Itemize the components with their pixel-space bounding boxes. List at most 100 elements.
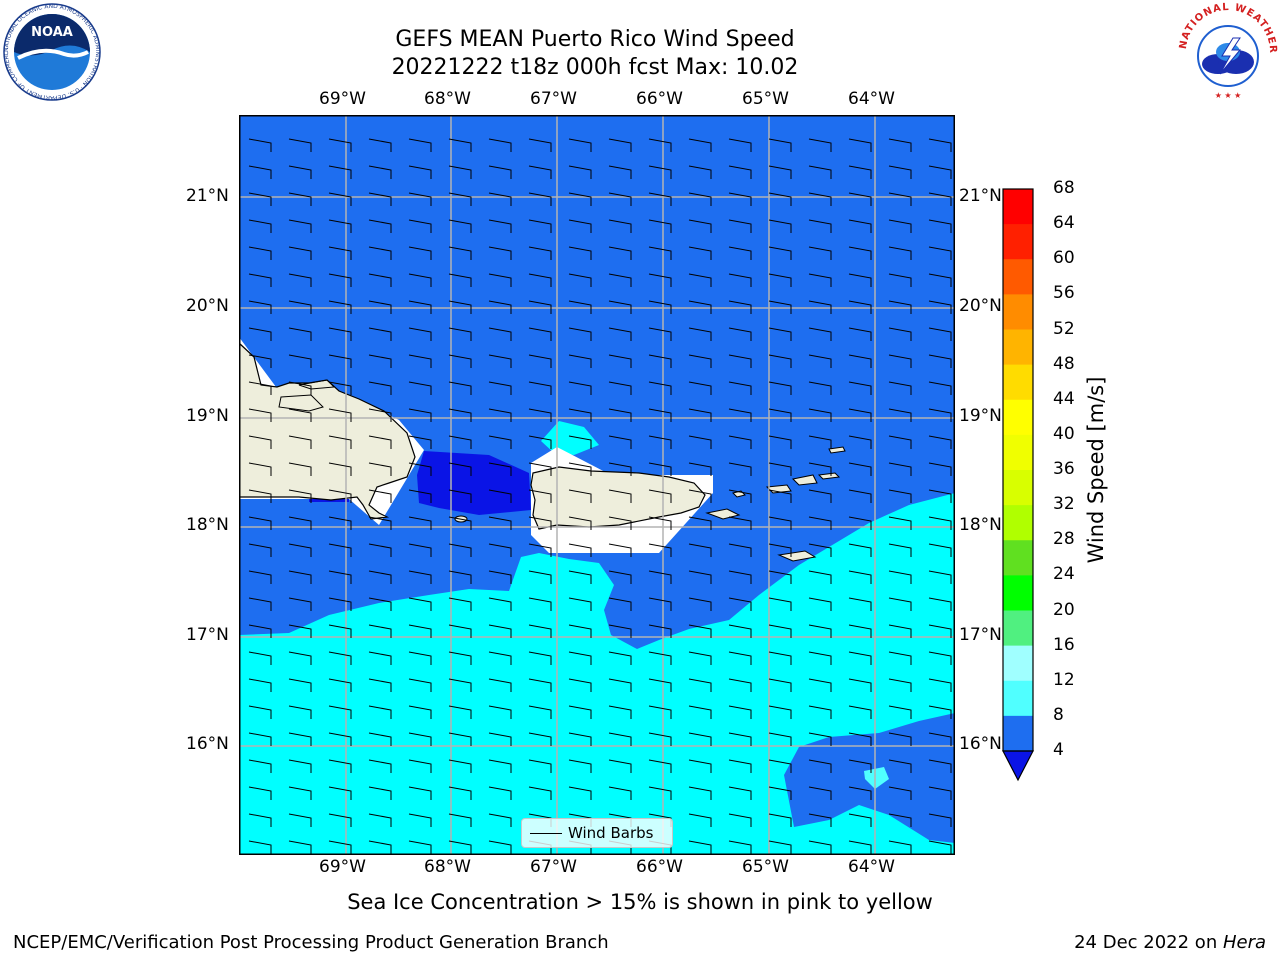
wind-barb: [568, 489, 592, 503]
wind-barb: [488, 678, 512, 692]
wind-barb: [528, 462, 552, 476]
wind-barb: [928, 597, 952, 611]
wind-barb: [448, 354, 472, 368]
wind-barb: [248, 678, 272, 692]
wind-barb: [808, 732, 832, 746]
wind-barb: [368, 354, 392, 368]
wind-barb: [928, 354, 952, 368]
wind-barb: [448, 219, 472, 233]
wind-barb: [448, 651, 472, 665]
wind-barb: [368, 246, 392, 260]
wind-barb: [248, 516, 272, 530]
map-title: GEFS MEAN Puerto Rico Wind Speed: [395, 27, 795, 52]
wind-barb: [768, 354, 792, 368]
wind-barb: [648, 489, 672, 503]
wind-barb: [928, 462, 952, 476]
wind-barb: [408, 165, 432, 179]
wind-barb: [408, 543, 432, 557]
colorbar-tick-label: 32: [1053, 494, 1075, 515]
wind-barb: [288, 651, 312, 665]
wind-barb: [368, 678, 392, 692]
wind-barb: [448, 543, 472, 557]
wind-barb: [448, 570, 472, 584]
wind-barb: [248, 624, 272, 638]
wind-speed-map: [239, 115, 955, 855]
wind-barb: [288, 840, 312, 854]
wind-barb: [928, 138, 952, 152]
wind-barb: [328, 543, 352, 557]
wind-barb: [848, 489, 872, 503]
wind-barb: [848, 408, 872, 422]
wind-barb: [328, 408, 352, 422]
wind-barb: [368, 705, 392, 719]
colorbar-tick-label: 8: [1053, 704, 1064, 725]
wind-barb: [768, 300, 792, 314]
wind-barb: [528, 624, 552, 638]
wind-barb: [448, 732, 472, 746]
wind-barb: [488, 219, 512, 233]
wind-barb: [728, 192, 752, 206]
lat-tick-label: 19°N: [959, 406, 1002, 426]
wind-barb: [328, 678, 352, 692]
wind-barb: [928, 813, 952, 827]
wind-barb: [608, 354, 632, 368]
wind-barb: [768, 543, 792, 557]
sea-ice-note: Sea Ice Concentration > 15% is shown in …: [347, 890, 933, 914]
wind-barb: [288, 273, 312, 287]
wind-barb: [688, 219, 712, 233]
wind-barb: [248, 813, 272, 827]
wind-barb: [688, 462, 712, 476]
colorbar-tick-label: 20: [1053, 599, 1075, 620]
wind-barb: [888, 489, 912, 503]
colorbar-segment: [1003, 575, 1033, 611]
hispaniola-land: [239, 342, 416, 520]
wind-barb: [728, 732, 752, 746]
wind-barb: [288, 489, 312, 503]
wind-barb: [848, 543, 872, 557]
graticule: [239, 115, 955, 855]
wind-barb: [288, 759, 312, 773]
wind-barb: [648, 273, 672, 287]
wind-barb: [248, 138, 272, 152]
wind-barb: [928, 516, 952, 530]
wind-barb: [288, 300, 312, 314]
lat-tick-label: 16°N: [186, 734, 229, 754]
wind-barb: [368, 435, 392, 449]
wind-barb: [728, 543, 752, 557]
wind-barb: [368, 300, 392, 314]
wind-barb: [448, 300, 472, 314]
wind-barb: [528, 651, 552, 665]
wind-barb: [728, 759, 752, 773]
wind-barb: [488, 759, 512, 773]
wind-barb: [248, 246, 272, 260]
wind-barb: [688, 705, 712, 719]
wind-barb: [248, 651, 272, 665]
wind-barb: [768, 813, 792, 827]
wind-barb: [728, 840, 752, 854]
wind-barb: [448, 678, 472, 692]
lat-tick-label: 21°N: [186, 186, 229, 206]
wind-barb: [528, 705, 552, 719]
wind-barb: [248, 435, 272, 449]
wind-barb: [848, 840, 872, 854]
colorbar-segment: [1003, 294, 1033, 330]
colorbar-tick-label: 28: [1053, 529, 1075, 550]
wind-barb: [248, 327, 272, 341]
lon-tick-label: 67°W: [530, 89, 577, 109]
wind-barb: [408, 435, 432, 449]
wind-barb: [928, 327, 952, 341]
wind-barb: [608, 192, 632, 206]
wind-barb: [368, 813, 392, 827]
wind-barb: [928, 624, 952, 638]
wind-barb: [648, 435, 672, 449]
wind-barb: [288, 246, 312, 260]
wind-barb: [728, 597, 752, 611]
colorbar-tick-label: 16: [1053, 634, 1075, 655]
wind-barb: [648, 543, 672, 557]
wind-barb: [408, 678, 432, 692]
wind-barb: [728, 246, 752, 260]
wind-barb: [488, 813, 512, 827]
wind-barb: [768, 759, 792, 773]
wind-barb: [288, 813, 312, 827]
wind-barb: [648, 138, 672, 152]
